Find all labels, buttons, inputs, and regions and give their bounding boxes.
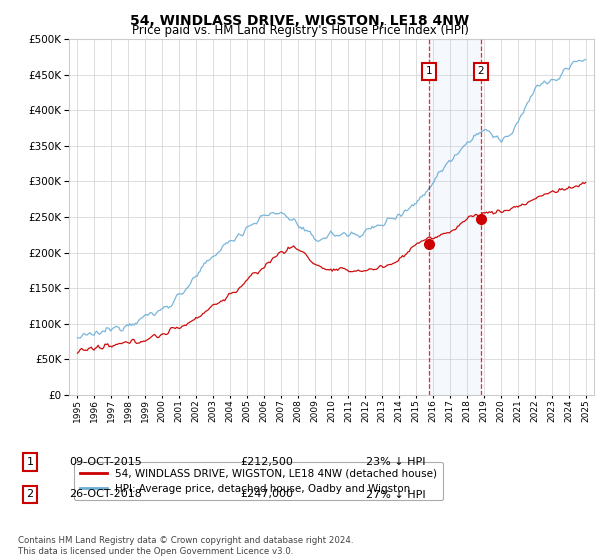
Text: 2: 2 <box>26 489 34 500</box>
Text: 27% ↓ HPI: 27% ↓ HPI <box>366 489 425 500</box>
Legend: 54, WINDLASS DRIVE, WIGSTON, LE18 4NW (detached house), HPI: Average price, deta: 54, WINDLASS DRIVE, WIGSTON, LE18 4NW (d… <box>74 462 443 501</box>
Text: Contains HM Land Registry data © Crown copyright and database right 2024.
This d: Contains HM Land Registry data © Crown c… <box>18 536 353 556</box>
Text: 23% ↓ HPI: 23% ↓ HPI <box>366 457 425 467</box>
Text: 1: 1 <box>26 457 34 467</box>
Text: Price paid vs. HM Land Registry's House Price Index (HPI): Price paid vs. HM Land Registry's House … <box>131 24 469 36</box>
Text: 1: 1 <box>426 66 433 76</box>
Text: 2: 2 <box>478 66 484 76</box>
Text: 26-OCT-2018: 26-OCT-2018 <box>69 489 142 500</box>
Bar <box>430 39 481 395</box>
Text: 09-OCT-2015: 09-OCT-2015 <box>69 457 142 467</box>
Text: £212,500: £212,500 <box>240 457 293 467</box>
Text: £247,000: £247,000 <box>240 489 293 500</box>
Text: 54, WINDLASS DRIVE, WIGSTON, LE18 4NW: 54, WINDLASS DRIVE, WIGSTON, LE18 4NW <box>130 14 470 28</box>
